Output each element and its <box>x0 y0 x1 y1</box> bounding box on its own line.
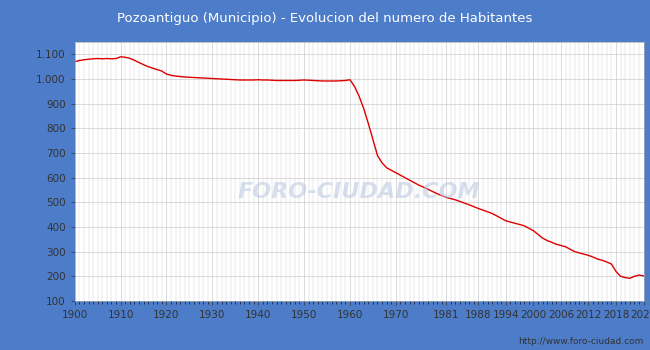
Text: Pozoantiguo (Municipio) - Evolucion del numero de Habitantes: Pozoantiguo (Municipio) - Evolucion del … <box>117 12 533 25</box>
Text: FORO-CIUDAD.COM: FORO-CIUDAD.COM <box>238 182 480 202</box>
Text: http://www.foro-ciudad.com: http://www.foro-ciudad.com <box>518 337 644 346</box>
